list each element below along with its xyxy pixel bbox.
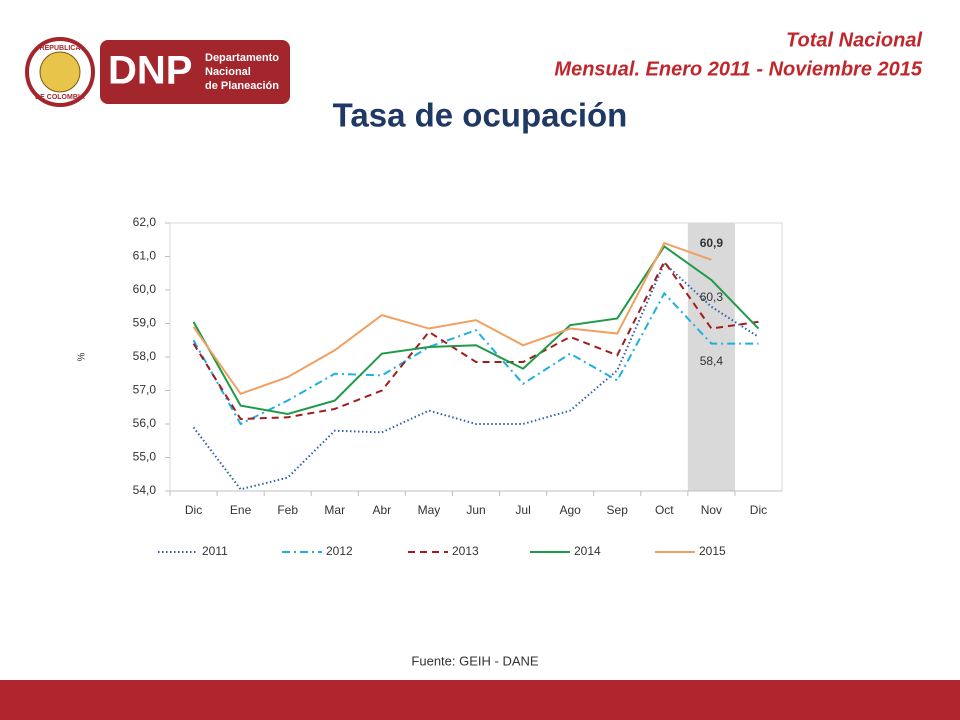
- footer-band: [0, 680, 960, 720]
- header-line: Total Nacional: [786, 29, 922, 51]
- seal-emblem: [39, 51, 81, 93]
- y-tick-label: 60,0: [133, 282, 157, 296]
- legend-label: 2011: [202, 544, 228, 558]
- seal-bottom: DE COLOMBIA: [35, 94, 85, 101]
- source: Fuente: GEIH - DANE: [411, 653, 538, 668]
- series-line: [192, 261, 760, 491]
- chart-title: Tasa de ocupación: [333, 97, 628, 134]
- y-tick-label: 58,0: [133, 349, 157, 363]
- data-label: 60,3: [700, 290, 724, 304]
- legend-label: 2014: [574, 544, 601, 558]
- x-tick-label: Ene: [230, 503, 252, 517]
- series-line: [192, 241, 712, 396]
- y-tick-label: 61,0: [133, 249, 157, 263]
- y-tick-label: 56,0: [133, 416, 157, 430]
- legend-label: 2012: [326, 544, 353, 558]
- logo-name: DNP: [108, 49, 192, 93]
- series-line: [192, 259, 759, 420]
- y-tick-label: 62,0: [133, 215, 157, 229]
- y-tick-label: 57,0: [133, 383, 157, 397]
- y-tick-label: 59,0: [133, 316, 157, 330]
- x-tick-label: Jul: [515, 503, 530, 517]
- data-label: 60,9: [700, 236, 724, 250]
- header-line: Mensual. Enero 2011 - Noviembre 2015: [554, 58, 922, 80]
- x-tick-label: Nov: [701, 503, 722, 517]
- data-label: 58,4: [700, 354, 724, 368]
- x-tick-label: Dic: [750, 503, 767, 517]
- x-tick-label: Abr: [373, 503, 392, 517]
- logo-line: Nacional: [205, 66, 251, 78]
- seal-top: REPUBLICA: [40, 45, 81, 52]
- x-tick-label: Oct: [655, 503, 674, 517]
- y-axis-label: %: [77, 352, 88, 361]
- logo-box: [100, 40, 290, 104]
- logo: REPUBLICA DE COLOMBIA DNP Departamento N…: [25, 37, 290, 107]
- legend-label: 2013: [452, 544, 479, 558]
- x-tick-label: Dic: [185, 503, 202, 517]
- x-tick-label: Jun: [466, 503, 485, 517]
- legend-label: 2015: [699, 544, 726, 558]
- series-line: [192, 291, 759, 426]
- x-tick-label: Mar: [324, 503, 345, 517]
- logo-line: Departamento: [205, 52, 279, 64]
- y-tick-label: 54,0: [133, 483, 157, 497]
- x-tick-label: Ago: [559, 503, 581, 517]
- x-tick-label: May: [418, 503, 441, 517]
- y-tick-label: 55,0: [133, 450, 157, 464]
- logo-line: de Planeación: [205, 80, 279, 92]
- series-line: [192, 245, 760, 415]
- x-tick-label: Sep: [607, 503, 629, 517]
- x-tick-label: Feb: [277, 503, 298, 517]
